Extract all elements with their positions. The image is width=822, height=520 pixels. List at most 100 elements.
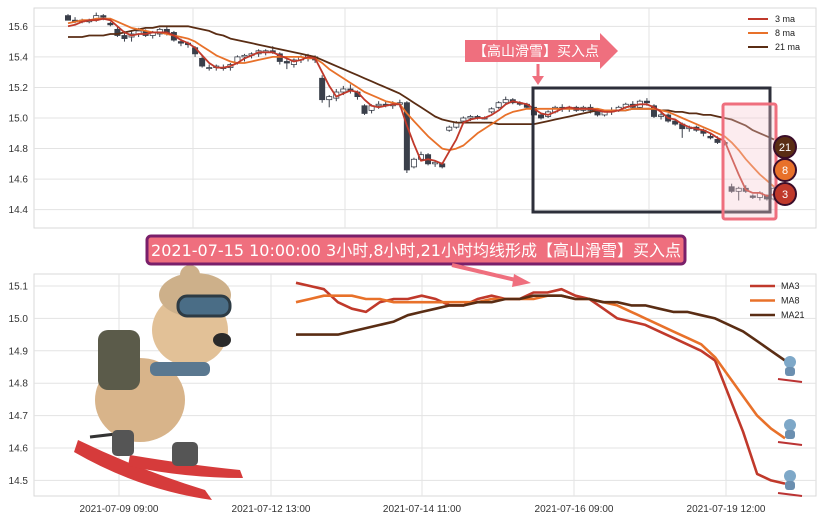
bottom-x-tick: 2021-07-14 11:00 <box>383 504 462 515</box>
skier-icon-head <box>784 356 796 368</box>
candle-body <box>728 186 735 192</box>
badge-8-label: 8 <box>782 165 788 177</box>
headline-callout: 2021-07-15 10:00:00 3小时,8小时,21小时均线形成【高山滑… <box>145 234 687 287</box>
candle-body <box>100 15 107 18</box>
top-legend: 3 ma 8 ma 21 ma <box>748 14 800 52</box>
top-y-tick: 15.4 <box>9 52 29 63</box>
bottom-x-tick: 2021-07-12 13:00 <box>232 504 311 515</box>
candle-body <box>403 102 410 171</box>
candle <box>326 95 333 108</box>
top-y-tick: 15.2 <box>9 83 29 94</box>
candle-body <box>538 114 545 119</box>
candle <box>460 116 467 123</box>
badge-3: 3 <box>773 182 797 206</box>
bottom-y-tick: 14.8 <box>9 379 29 390</box>
mascot-beanie-pompom <box>180 265 200 285</box>
skier-icon-body <box>785 367 795 376</box>
top-y-tick: 15.0 <box>9 114 29 125</box>
candle-body <box>643 100 650 104</box>
callout-pointer-head <box>532 76 544 85</box>
candle-body <box>241 54 248 58</box>
ma3-line <box>67 17 775 197</box>
candle <box>446 125 453 132</box>
candle-body <box>199 58 206 67</box>
candle-body <box>594 111 601 116</box>
candle <box>107 21 114 27</box>
series-line-ma8 <box>295 294 786 440</box>
series-line-ma3 <box>295 281 786 485</box>
bottom-y-tick: 14.7 <box>9 411 29 422</box>
callout-arrow-shape <box>465 33 618 69</box>
bottom-legend: MA3 MA8 MA21 <box>750 281 805 320</box>
candle-body <box>114 28 121 36</box>
top-chart: 15.6 15.4 15.2 15.0 14.8 14.6 14.4 3 ma 8 ma 21 … <box>9 7 817 229</box>
candle-body <box>488 108 495 113</box>
top-y-tick: 14.8 <box>9 144 29 155</box>
mascot-boot-left <box>112 430 134 456</box>
headline-box <box>145 234 687 266</box>
candle <box>410 157 417 169</box>
candle <box>206 64 213 71</box>
candle <box>735 186 742 201</box>
mascot-backpack <box>98 330 140 390</box>
top-y-tick: 14.4 <box>9 205 29 216</box>
candle <box>114 26 121 38</box>
bottom-ma-lines <box>295 281 786 485</box>
badge-8: 8 <box>773 158 797 182</box>
candle-body <box>658 114 665 117</box>
candle-body <box>672 120 679 125</box>
mascot-goggles <box>176 294 232 318</box>
consolidation-box <box>531 86 772 214</box>
badge-8-circle <box>773 158 797 182</box>
bottom-x-tick: 2021-07-09 09:00 <box>80 504 159 515</box>
bottom-y-tick: 14.5 <box>9 476 29 487</box>
bottom-legend-label: MA21 <box>781 310 805 320</box>
candle-body <box>735 187 742 192</box>
candle <box>432 160 439 167</box>
bottom-y-tick: 14.6 <box>9 444 29 455</box>
candle-body <box>460 117 467 122</box>
badge-3-label: 3 <box>782 189 788 201</box>
candle-body <box>107 22 114 26</box>
candle-body <box>375 103 382 107</box>
candle <box>658 111 665 120</box>
candle-body <box>749 195 756 198</box>
bottom-x-tick: 2021-07-19 12:00 <box>687 504 766 515</box>
badge-21: 21 <box>773 135 797 159</box>
bottom-y-tick: 15.0 <box>9 314 29 325</box>
bottom-chart: 15.1 15.0 14.9 14.8 14.7 14.6 14.5 2021-07-09 … <box>9 265 817 515</box>
candle-body <box>707 135 714 139</box>
top-legend-label: 8 ma <box>775 28 795 38</box>
candle <box>361 104 368 115</box>
top-legend-label: 3 ma <box>775 14 795 24</box>
skiing-dog-mascot <box>74 265 243 500</box>
candle-body <box>283 61 290 64</box>
candle <box>749 194 756 199</box>
candle <box>488 107 495 114</box>
candle-body <box>446 126 453 131</box>
candle-body <box>410 158 417 168</box>
skier-icon-head <box>784 419 796 431</box>
mascot-ski-right <box>128 455 243 478</box>
skier-icon-ski <box>777 378 803 383</box>
candle <box>65 14 72 21</box>
skier-icon-body <box>785 430 795 439</box>
bottom-y-tick-labels: 15.1 15.0 14.9 14.8 14.7 14.6 14.5 <box>9 282 29 487</box>
top-y-tick-labels: 15.6 15.4 15.2 15.0 14.8 14.6 14.4 <box>9 22 29 216</box>
skier-icon <box>777 419 803 446</box>
candle-body <box>502 99 509 104</box>
candle-body <box>432 161 439 165</box>
candle-body <box>326 96 333 101</box>
mascot-ski-left <box>74 440 212 500</box>
candle <box>594 110 601 117</box>
candle <box>495 101 502 109</box>
mascot-boot-right <box>172 442 198 466</box>
candle <box>538 113 545 120</box>
badge-21-label: 21 <box>779 142 791 154</box>
bottom-legend-label: MA3 <box>781 281 800 291</box>
bottom-y-tick: 14.9 <box>9 346 29 357</box>
headline-arrow-line <box>451 263 521 283</box>
headline-arrow-head <box>512 274 531 287</box>
skier-icon-head <box>784 470 796 482</box>
